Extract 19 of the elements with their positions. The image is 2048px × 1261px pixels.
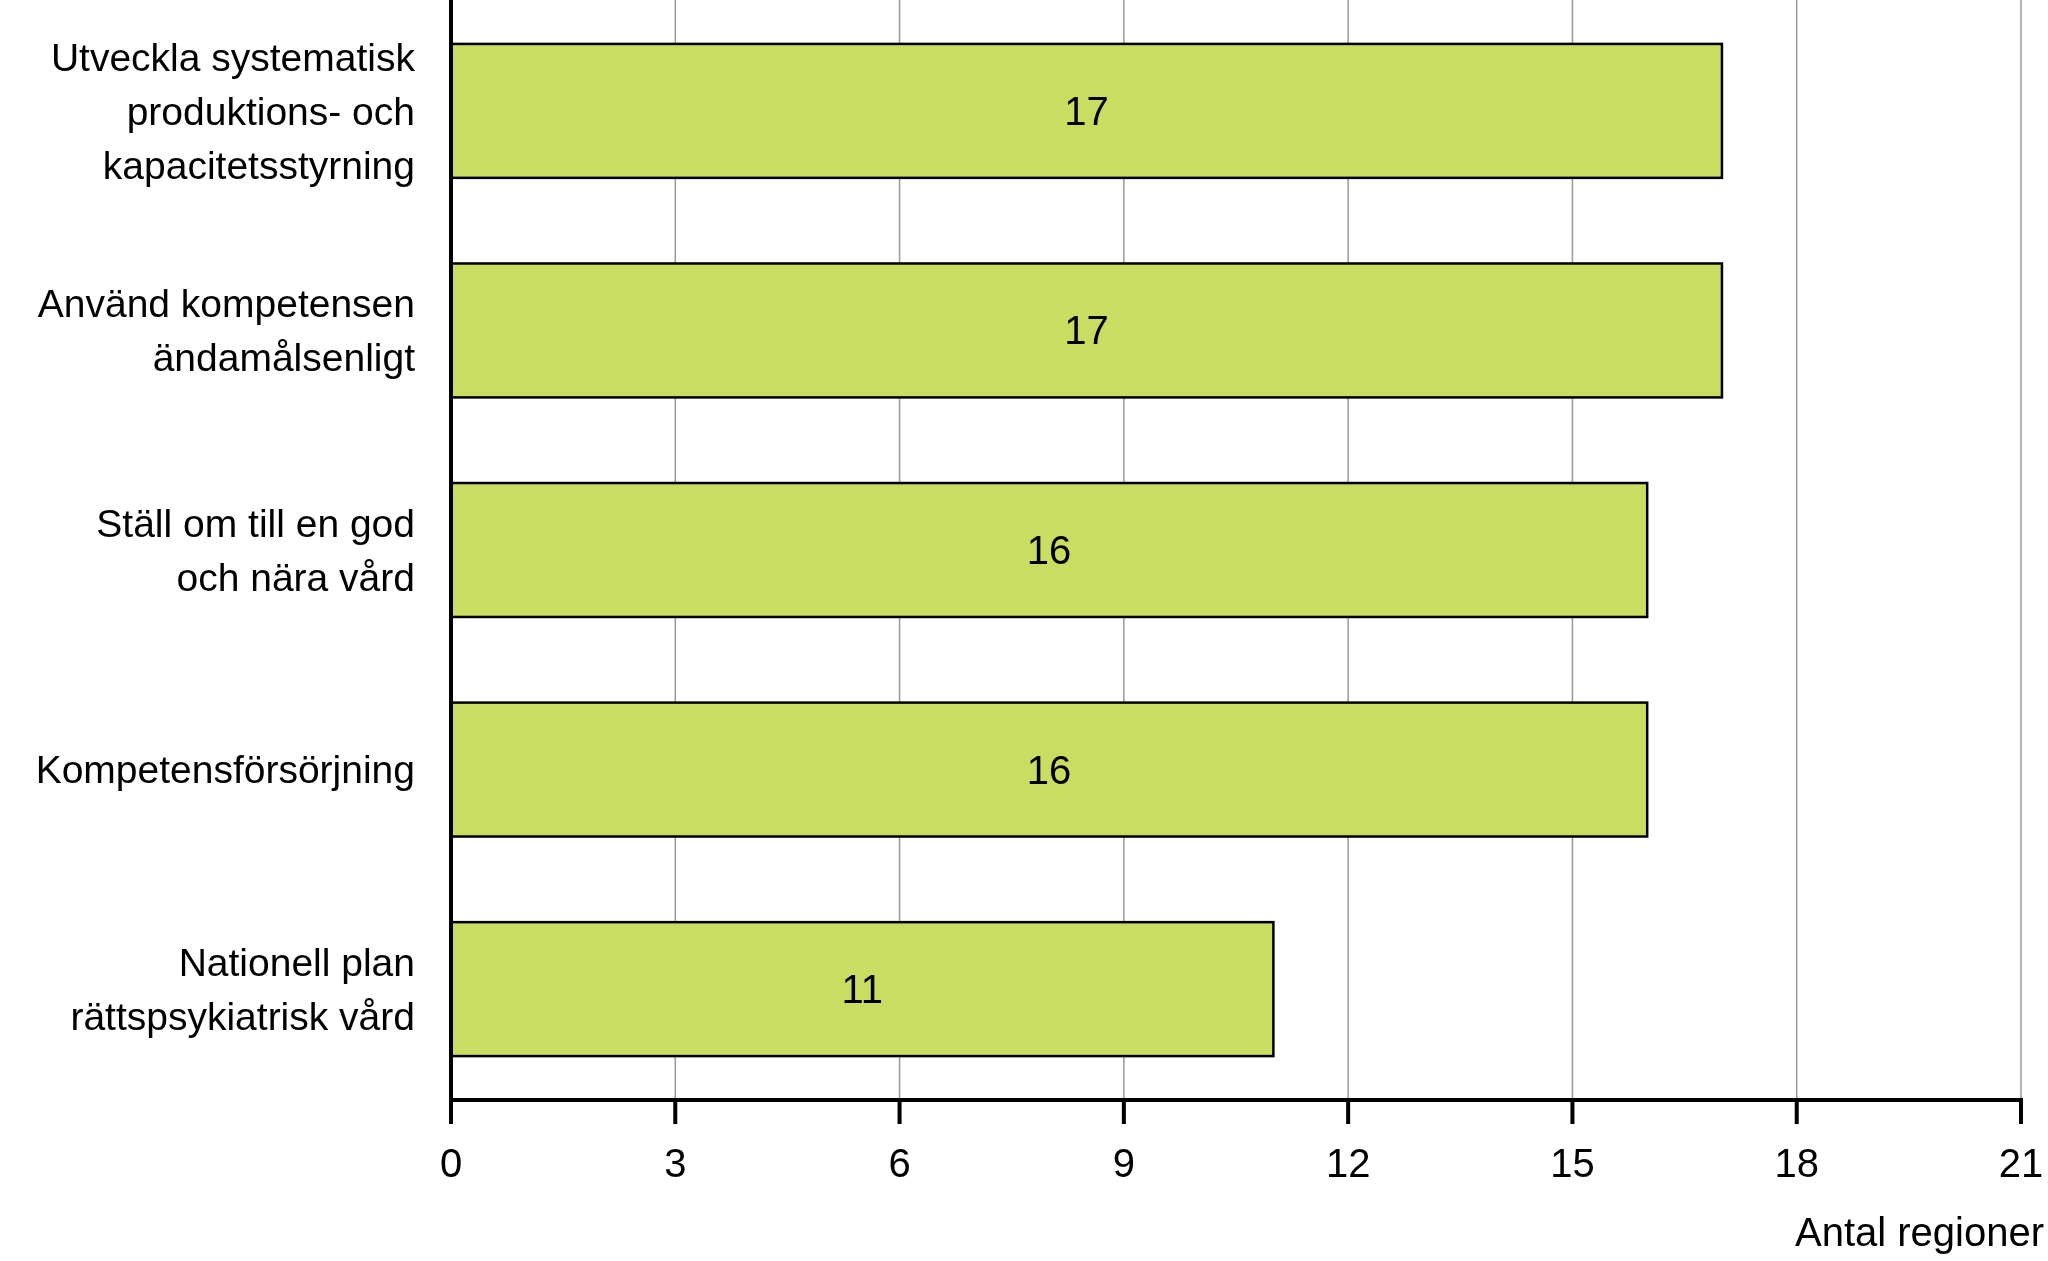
y-tick-label: Använd kompetensen ändamålsenligt: [37, 282, 416, 380]
y-tick-label: Nationell plan rättspsykiatrisk vård: [70, 940, 415, 1038]
data-label: 16: [1026, 747, 1072, 792]
x-tick-label: 9: [1112, 1141, 1135, 1185]
x-tick-label: 18: [1774, 1141, 1819, 1185]
x-axis-title: Antal regioner: [1794, 1210, 2044, 1254]
x-tick-label: 0: [439, 1141, 463, 1185]
data-label: 16: [1026, 528, 1072, 572]
y-tick-label: Kompetensförsörjning: [35, 748, 415, 792]
x-tick-label: 21: [1998, 1141, 2044, 1185]
y-tick-label: Utveckla systematisk produktions- och kapacitetsstyrning: [50, 35, 416, 187]
x-tick-label: 3: [664, 1141, 687, 1185]
data-label: 17: [1064, 88, 1109, 133]
data-label: 11: [841, 967, 883, 1012]
data-label: 17: [1064, 308, 1109, 353]
x-tick-label: 15: [1550, 1141, 1595, 1185]
x-tick-label: 6: [888, 1141, 911, 1185]
y-tick-label: Ställ om till en god och nära vård: [96, 501, 415, 599]
x-tick-label: 12: [1325, 1141, 1371, 1185]
